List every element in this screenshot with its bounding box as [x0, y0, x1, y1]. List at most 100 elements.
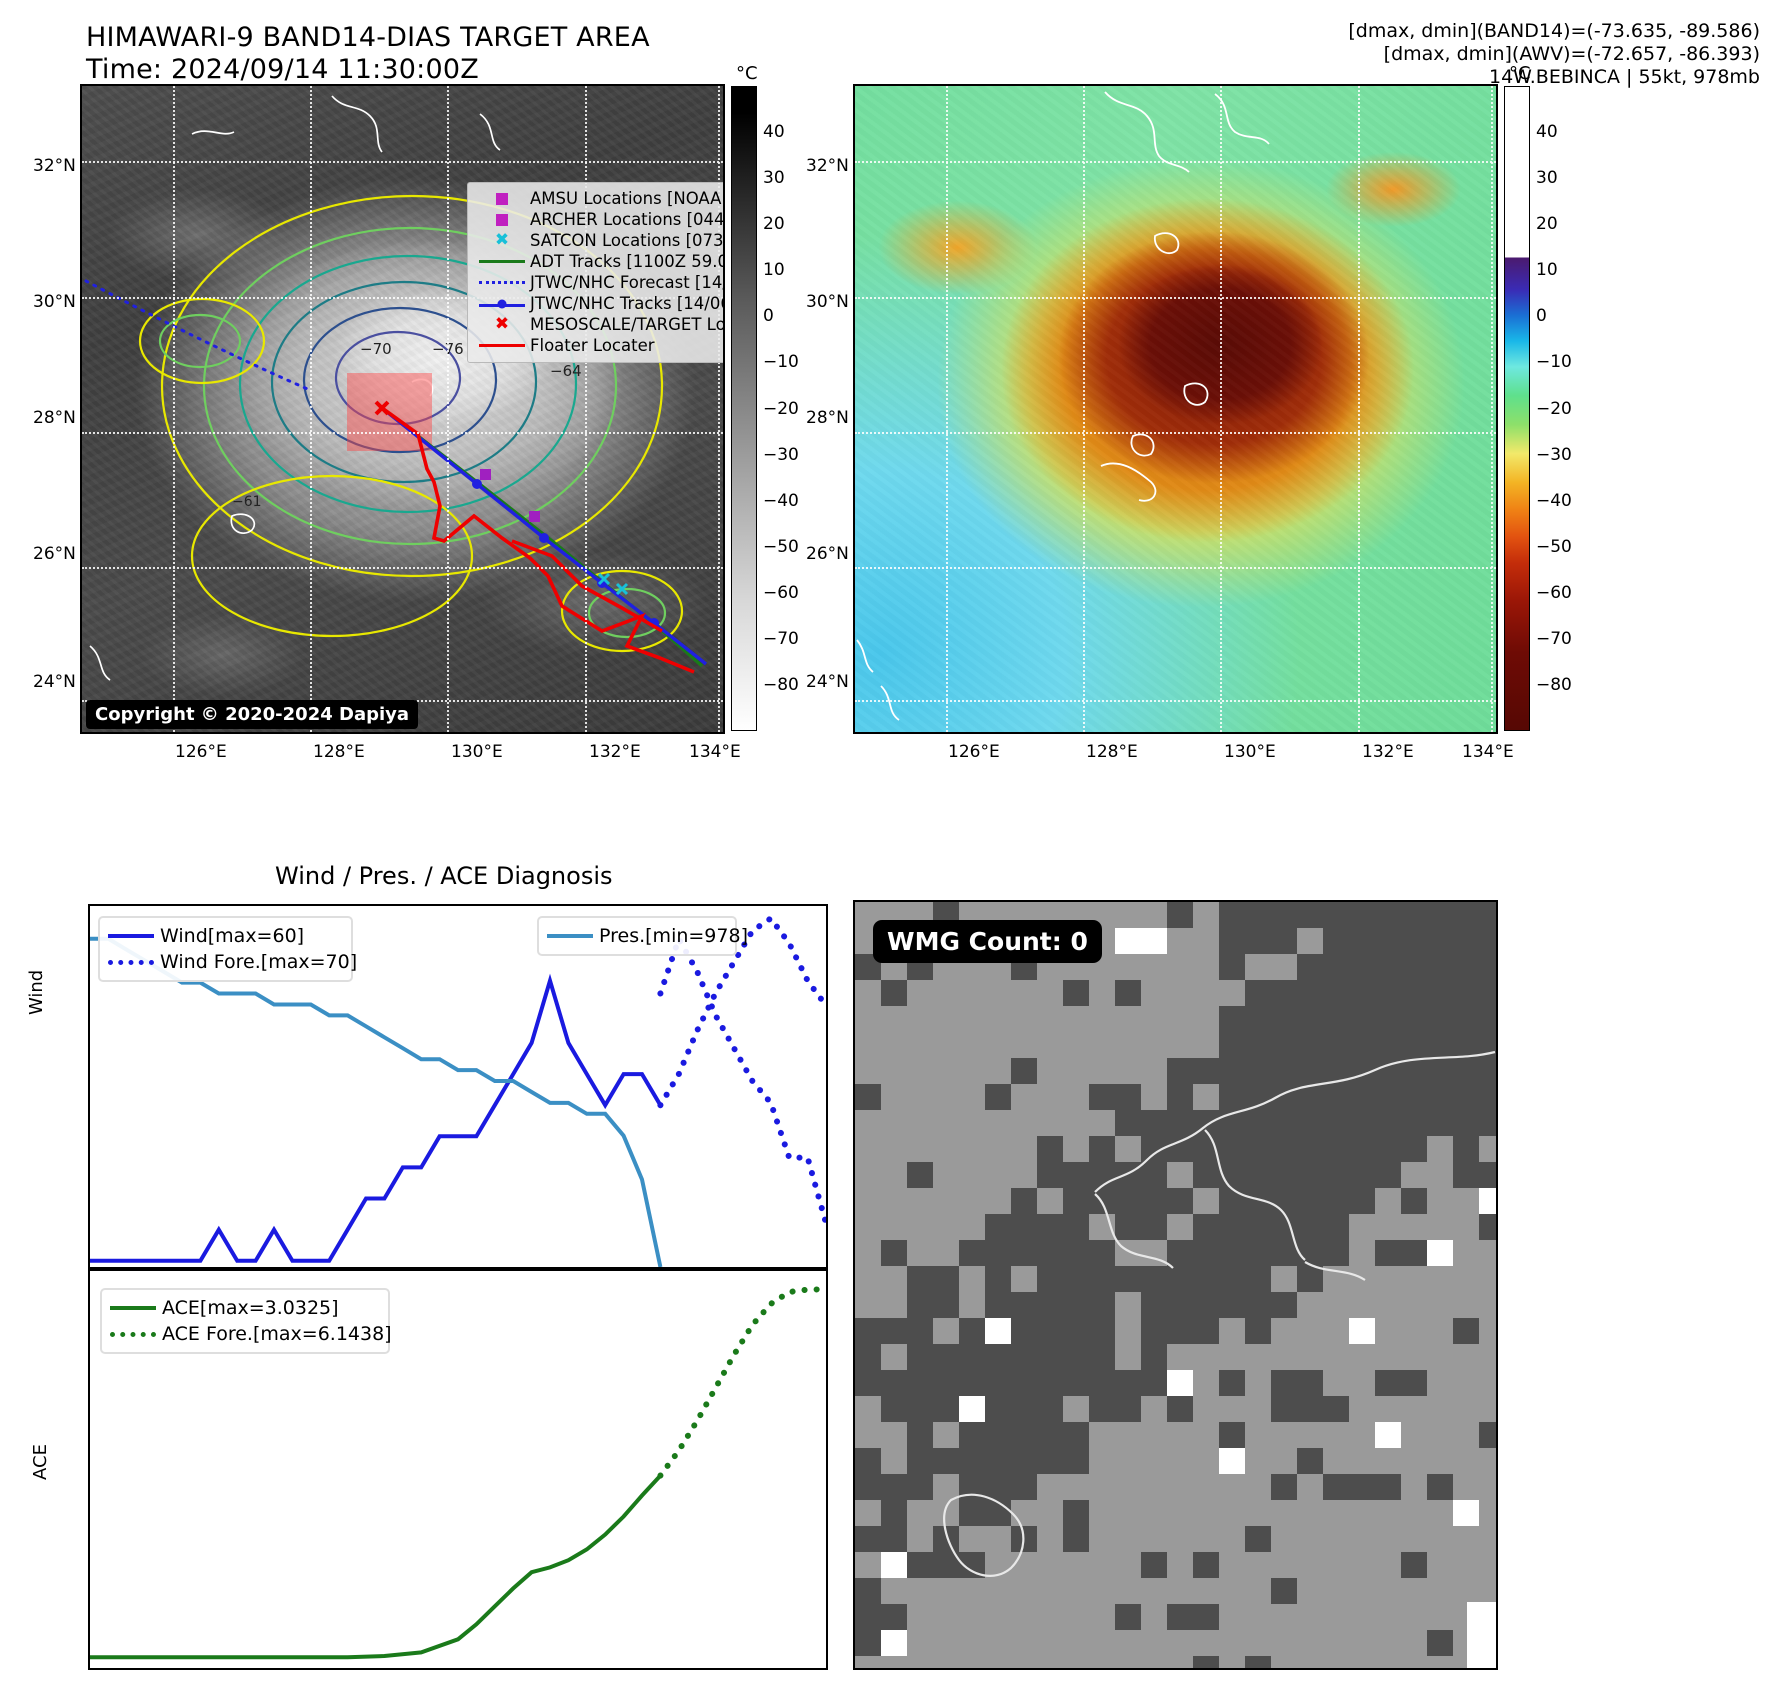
- tick-mark: [88, 981, 90, 983]
- bd-colorbar-unit: °C: [1509, 63, 1531, 84]
- wmg-cell: [1323, 1110, 1349, 1136]
- bd-lon-tick: 126°E: [948, 742, 1000, 762]
- wmg-cell: [1479, 1110, 1496, 1136]
- wmg-cell: [1037, 1266, 1063, 1292]
- wmg-cell: [1427, 1110, 1453, 1136]
- wmg-cell: [1063, 1240, 1089, 1266]
- wmg-cell: [1219, 1266, 1245, 1292]
- wind-legend: Wind[max=60] Wind Fore.[max=70]: [98, 916, 357, 982]
- legend-item: Wind[max=60]: [108, 923, 343, 949]
- amsu-square-icon: [474, 192, 530, 205]
- legend-item: ACE[max=3.0325]: [110, 1295, 380, 1321]
- wmg-cell: [1453, 902, 1479, 928]
- wmg-panel[interactable]: WMG Count: 0: [853, 900, 1498, 1670]
- wmg-cell: [1323, 1214, 1349, 1240]
- tick-mark: [826, 1026, 828, 1028]
- wmg-cell: [985, 1266, 1011, 1292]
- bd-colorbar-tick: −20: [1536, 398, 1572, 419]
- bd-colorbar: [1504, 86, 1530, 731]
- wmg-cell: [1037, 1448, 1063, 1474]
- wmg-cell: [1401, 954, 1427, 980]
- wmg-cell: [1245, 1240, 1271, 1266]
- wmg-cell: [1271, 902, 1297, 928]
- wmg-cell: [1375, 1162, 1401, 1188]
- wmg-cell: [1375, 954, 1401, 980]
- wmg-cell: [1037, 1162, 1063, 1188]
- jtwc-track-line-icon: [474, 299, 530, 308]
- wmg-cell: [1037, 1422, 1063, 1448]
- legend-item: ARCHER Locations [0449Z]: [474, 209, 725, 230]
- ir-colorbar-tick: −20: [763, 398, 799, 419]
- wmg-cell: [1193, 1656, 1219, 1668]
- wmg-cell: [933, 1370, 959, 1396]
- ir-colorbar-tick: −80: [763, 674, 799, 695]
- wmg-cell: [1011, 1344, 1037, 1370]
- pressure-line-icon: [547, 934, 599, 938]
- wmg-cell: [1375, 928, 1401, 954]
- wmg-cell: [1245, 1110, 1271, 1136]
- wmg-cell: [1193, 1058, 1219, 1084]
- wmg-cell: [1453, 1162, 1479, 1188]
- bd-colorbar-tick: −10: [1536, 352, 1572, 373]
- wmg-cell: [1349, 1110, 1375, 1136]
- wmg-cell-clear: [881, 1552, 907, 1578]
- legend-label: JTWC/NHC Tracks [14/0600Z]: [530, 294, 723, 313]
- wmg-cell: [1245, 980, 1271, 1006]
- wmg-cell: [1219, 928, 1245, 954]
- wmg-cell: [985, 1344, 1011, 1370]
- wmg-cell: [1115, 1604, 1141, 1630]
- wmg-cell: [1245, 1136, 1271, 1162]
- wmg-cell: [1401, 1188, 1427, 1214]
- wmg-cell: [1193, 1162, 1219, 1188]
- tick-mark: [88, 1657, 90, 1659]
- wmg-cell: [1063, 980, 1089, 1006]
- ir-lat-tick: 26°N: [33, 544, 76, 564]
- wmg-cell-clear: [1427, 1240, 1453, 1266]
- wmg-cell: [1245, 902, 1271, 928]
- wmg-cell: [1245, 928, 1271, 954]
- wmg-cell: [1037, 1292, 1063, 1318]
- wmg-cell-clear: [1167, 1370, 1193, 1396]
- wmg-cell: [1427, 902, 1453, 928]
- wmg-cell: [1063, 1422, 1089, 1448]
- wmg-cell: [1453, 1110, 1479, 1136]
- storm-summary: 14W.BEBINCA | 55kt, 978mb: [1488, 66, 1760, 88]
- wmg-cell: [1271, 1136, 1297, 1162]
- wmg-cell: [1453, 980, 1479, 1006]
- wmg-cell: [1453, 1084, 1479, 1110]
- copyright-badge: Copyright © 2020-2024 Dapiya: [86, 700, 419, 729]
- tick-mark: [826, 972, 828, 974]
- series-pres-min-: [90, 936, 663, 1267]
- wmg-cell: [1271, 1396, 1297, 1422]
- wmg-cell: [985, 1422, 1011, 1448]
- bd-enhanced-map[interactable]: [853, 84, 1498, 734]
- wmg-cell: [1167, 1188, 1193, 1214]
- wmg-cell: [907, 1474, 933, 1500]
- wmg-cell: [1011, 1058, 1037, 1084]
- wmg-cell: [855, 1344, 881, 1370]
- wmg-cell: [985, 1448, 1011, 1474]
- wmg-cell: [1375, 1136, 1401, 1162]
- wmg-cell: [933, 1552, 959, 1578]
- legend-label: Pres.[min=978]: [599, 925, 748, 947]
- wmg-cell: [1219, 1084, 1245, 1110]
- wmg-cell: [1297, 1370, 1323, 1396]
- ir-colorbar-tick: −40: [763, 490, 799, 511]
- wmg-cell: [1011, 1240, 1037, 1266]
- tick-mark: [826, 1136, 828, 1138]
- wmg-cell: [1167, 1110, 1193, 1136]
- wmg-cell: [1479, 902, 1496, 928]
- legend-label: ACE[max=3.0325]: [162, 1297, 339, 1319]
- wmg-cell: [1349, 928, 1375, 954]
- wmg-cell: [1375, 1032, 1401, 1058]
- wmg-cell: [1323, 954, 1349, 980]
- legend-label: ARCHER Locations [0449Z]: [530, 210, 725, 229]
- wmg-cell: [855, 1474, 881, 1500]
- wmg-cell: [1349, 1136, 1375, 1162]
- ir-satellite-map[interactable]: −70 −76 −64 −61: [80, 84, 725, 734]
- ir-colorbar-unit: °C: [736, 63, 758, 84]
- wmg-cell: [1401, 1006, 1427, 1032]
- wmg-cell: [1141, 1188, 1167, 1214]
- wmg-cell: [1297, 1162, 1323, 1188]
